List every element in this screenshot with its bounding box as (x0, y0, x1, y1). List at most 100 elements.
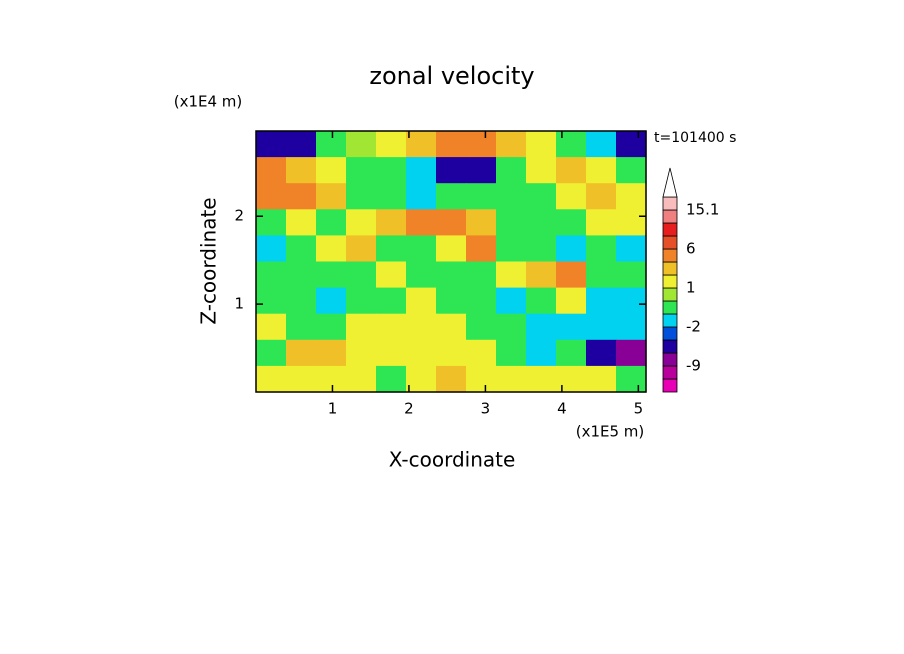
contour-cell (586, 339, 617, 367)
contour-cell (256, 183, 287, 210)
contour-cell (586, 313, 617, 341)
contour-cell (496, 313, 527, 341)
contour-cell (526, 131, 557, 158)
contour-cell (286, 313, 317, 341)
contour-cell (616, 183, 647, 210)
contour-cell (616, 209, 647, 236)
contour-cell (436, 261, 467, 289)
contour-cell (256, 157, 287, 184)
contour-cell (376, 157, 407, 184)
contour-cell (556, 183, 587, 210)
contour-cell (406, 209, 437, 236)
contour-cell (436, 209, 467, 236)
contour-cell (586, 157, 617, 184)
contour-cell (376, 287, 407, 315)
contour-cell (316, 365, 347, 393)
contour-cell (256, 235, 287, 263)
contour-cell (496, 131, 527, 158)
contour-cell (586, 235, 617, 263)
contour-cell (586, 365, 617, 393)
contour-cell (556, 157, 587, 184)
contour-cell (466, 287, 497, 315)
contour-cell (406, 261, 437, 289)
contour-cell (586, 287, 617, 315)
colorbar-segment (662, 248, 678, 263)
colorbar-tick-label: -2 (686, 318, 701, 336)
contour-cell (406, 313, 437, 341)
contour-cell (526, 157, 557, 184)
contour-cell (376, 235, 407, 263)
y-unit: (x1E4 m) (174, 93, 243, 111)
contour-cell (466, 157, 497, 184)
contour-cell (346, 157, 377, 184)
y-tick-label: 2 (234, 207, 244, 225)
contour-cell (526, 339, 557, 367)
contour-cell (556, 235, 587, 263)
contour-cell (436, 313, 467, 341)
contour-cell (586, 209, 617, 236)
contour-cell (586, 131, 617, 158)
contour-cell (346, 131, 377, 158)
contour-cell (526, 209, 557, 236)
contour-cell (286, 287, 317, 315)
colorbar-segment (662, 274, 678, 289)
contour-cell (496, 261, 527, 289)
contour-cell (316, 157, 347, 184)
contour-cell (376, 209, 407, 236)
contour-cell (466, 261, 497, 289)
contour-cell (616, 365, 647, 393)
contour-cell (256, 287, 287, 315)
x-unit: (x1E5 m) (576, 423, 645, 441)
contour-cell (286, 183, 317, 210)
contour-cell (286, 339, 317, 367)
contour-cell (406, 183, 437, 210)
chart-title: zonal velocity (369, 62, 534, 90)
colorbar-segment (662, 326, 678, 341)
contour-cell (436, 235, 467, 263)
colorbar-tick-label: -9 (686, 357, 701, 375)
contour-cell (436, 339, 467, 367)
colorbar-segment (662, 300, 678, 315)
contour-cell (316, 209, 347, 236)
contour-cell (316, 287, 347, 315)
contour-cell (526, 261, 557, 289)
contour-cell (616, 313, 647, 341)
contour-cell (376, 313, 407, 341)
contour-cell (376, 131, 407, 158)
contour-cell (496, 287, 527, 315)
contour-cell (346, 365, 377, 393)
x-tick-label: 2 (404, 400, 414, 418)
contour-cell (616, 235, 647, 263)
contour-field (256, 131, 647, 393)
colorbar-segment (662, 365, 678, 380)
contour-cell (346, 261, 377, 289)
contour-cell (286, 235, 317, 263)
contour-cell (346, 183, 377, 210)
contour-cell (256, 365, 287, 393)
axes: 1 2 3 4 5 1 2 (234, 130, 647, 418)
colorbar-segment (662, 235, 678, 250)
contour-cell (346, 235, 377, 263)
contour-cell (256, 261, 287, 289)
contour-cell (436, 131, 467, 158)
contour-cell (376, 261, 407, 289)
contour-cell (496, 235, 527, 263)
contour-cell (466, 339, 497, 367)
contour-cell (286, 209, 317, 236)
colorbar-segment (662, 196, 678, 211)
contour-cell (346, 209, 377, 236)
contour-cell (436, 287, 467, 315)
x-tick-label: 4 (557, 400, 567, 418)
colorbar-tick-label: 6 (686, 240, 696, 258)
colorbar-segment (662, 209, 678, 224)
contour-cell (586, 261, 617, 289)
contour-cell (496, 209, 527, 236)
contour-cell (406, 339, 437, 367)
x-tick-label: 1 (328, 400, 338, 418)
colorbar-segment (662, 287, 678, 302)
contour-cell (616, 261, 647, 289)
contour-cell (286, 365, 317, 393)
contour-cell (466, 131, 497, 158)
contour-cell (556, 261, 587, 289)
contour-cell (616, 287, 647, 315)
